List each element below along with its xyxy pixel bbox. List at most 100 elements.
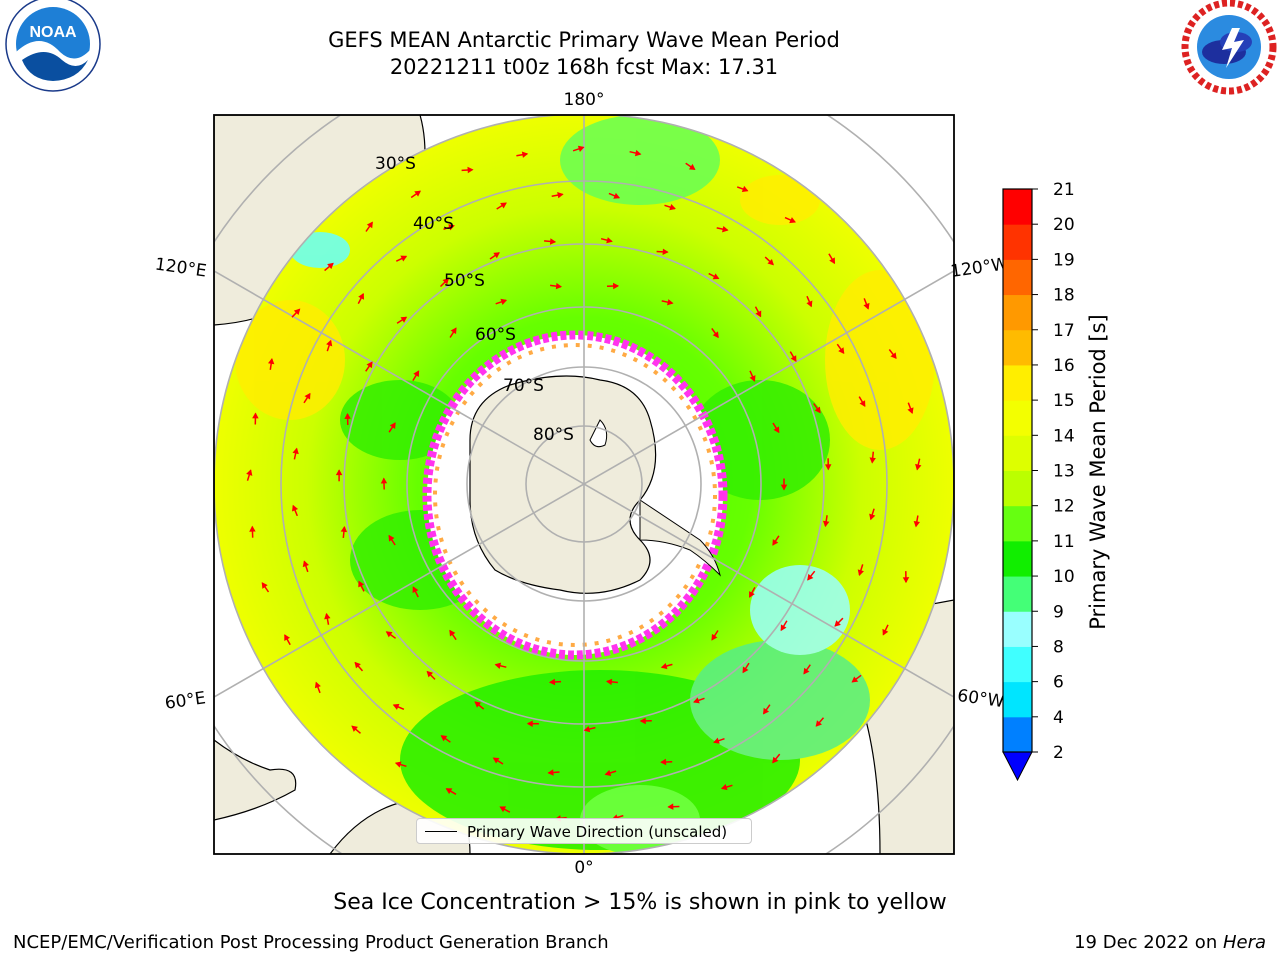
map-frame (213, 114, 955, 855)
arrow-head (722, 225, 729, 233)
colorbar-tick-label: 17 (1053, 321, 1075, 341)
arrow-head (712, 273, 720, 280)
arrow-head (440, 735, 448, 742)
arrow-head (857, 569, 864, 576)
arrow-head (815, 720, 822, 727)
arrow-head (302, 560, 309, 568)
arrow-head (414, 190, 422, 197)
arrow-head (366, 361, 373, 369)
arrow-head (354, 661, 361, 669)
colorbar-tick-label: 11 (1053, 532, 1075, 552)
colorbar-segment (1003, 400, 1032, 436)
antarctica (469, 375, 657, 594)
arrow-head (693, 697, 700, 704)
arrow-head (660, 758, 667, 766)
arrow-head (340, 525, 348, 533)
arrow-head (713, 737, 720, 744)
arrow-head (293, 308, 301, 316)
lat-label-60s: 60°S (475, 325, 516, 345)
arrow-head (492, 757, 500, 764)
arrow-head (712, 331, 719, 339)
colorbar-tick-label: 6 (1053, 673, 1064, 693)
noaa-logo: NOAA (5, 0, 101, 92)
colorbar-segment (1003, 294, 1032, 331)
colorbar-segment (1003, 435, 1032, 471)
arrow-head (445, 788, 453, 795)
arrow-head (261, 582, 268, 589)
arrow-head (413, 370, 420, 377)
arrow-head (669, 204, 676, 211)
colorbar-segment (1003, 505, 1032, 542)
arrow-head (772, 539, 779, 546)
colorbar-segment (1003, 329, 1032, 366)
arrow-head (749, 591, 755, 598)
plot-title: GEFS MEAN Antarctic Primary Wave Mean Pe… (328, 28, 840, 52)
wave-direction-arrows (246, 145, 922, 822)
arrow-head (521, 151, 529, 158)
arrow-head (789, 217, 796, 224)
arrow-head (741, 185, 749, 193)
colorbar-segment (1003, 259, 1032, 296)
footer-date: 19 Dec 2022 on Hera (1074, 932, 1266, 953)
arrow-head (358, 580, 365, 588)
arrow-head (612, 282, 620, 290)
arrow-head (755, 310, 762, 318)
arrow-head (493, 252, 500, 259)
colorbar-tick-label: 2 (1053, 743, 1064, 763)
arrow-head (500, 202, 507, 209)
arrow-head (252, 412, 259, 419)
arrow-head (500, 298, 508, 305)
footer-date-text: 19 Dec 2022 on (1074, 932, 1223, 953)
arrow-head (667, 803, 674, 810)
lon-label-60w: 60°W (956, 686, 1005, 712)
noaa-logo-text: NOAA (29, 24, 77, 41)
colorbar-segment (1003, 681, 1032, 718)
arrow-head (494, 662, 502, 669)
arrow-head (314, 681, 321, 689)
nws-logo (1181, 0, 1277, 95)
arrow-head (711, 633, 718, 641)
arrow-head (688, 163, 696, 170)
arrow-head (426, 670, 434, 678)
colorbar-segment (1003, 646, 1032, 683)
arrow-head (547, 769, 554, 776)
colorbar-tick-label: 18 (1053, 286, 1075, 306)
colorbar-tick-label: 12 (1053, 497, 1075, 517)
arrow-head (838, 347, 845, 355)
colorbar-tick-label: 19 (1053, 250, 1075, 270)
arrow-head (773, 426, 780, 434)
arrow-head (749, 375, 756, 382)
arrow-head (366, 221, 373, 229)
colorbar-segment (1003, 611, 1032, 647)
arrow-head (806, 300, 813, 308)
colorbar-tick-label: 20 (1053, 215, 1075, 235)
arrow-head (772, 756, 779, 764)
colorbar-segment (1003, 189, 1032, 225)
arrow-head (549, 238, 557, 245)
arrow-head (890, 352, 897, 360)
arrow-head (803, 667, 810, 675)
arrow-head (662, 248, 669, 256)
arrow-head (834, 620, 841, 627)
lon-label-120w: 120°W (949, 254, 1009, 282)
arrow-head (634, 149, 642, 157)
arrow-head (449, 629, 456, 637)
arrow-head (869, 457, 876, 464)
lon-label-0: 0° (574, 858, 593, 878)
legend-line-sample (425, 831, 457, 832)
arrow-head (907, 407, 914, 414)
arrow-head (499, 806, 507, 813)
arrow-head (869, 513, 876, 521)
colorbar-tick-label: 4 (1053, 708, 1064, 728)
lat-label-40s: 40°S (413, 214, 454, 234)
arrow-head (639, 717, 646, 725)
arrow-head (780, 484, 788, 491)
colorbar-segment (1003, 576, 1032, 612)
arrow-head (557, 191, 564, 199)
arrow-head (915, 463, 922, 471)
colorbar-tick-label: 14 (1053, 426, 1075, 446)
arrow-head (548, 678, 556, 686)
lat-label-30s: 30°S (375, 154, 416, 174)
arrow-head (249, 525, 256, 532)
